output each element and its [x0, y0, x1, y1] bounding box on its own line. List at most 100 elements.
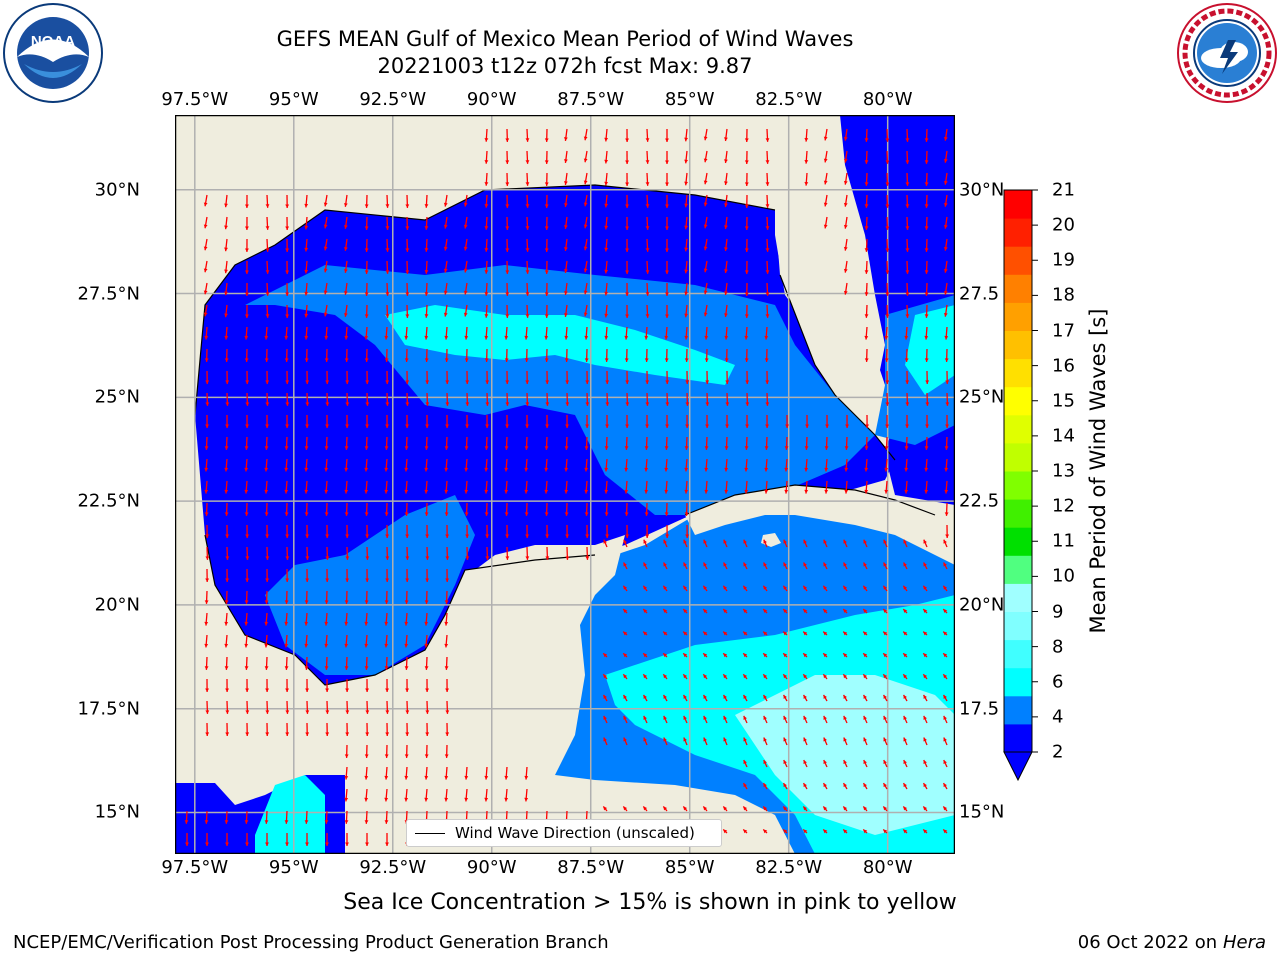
wind-wave-arrowhead: [305, 688, 309, 692]
wind-wave-arrowhead: [185, 842, 189, 846]
wind-wave-arrowhead: [763, 829, 768, 834]
wind-wave-arrowhead: [323, 224, 328, 229]
wind-wave-arrowhead: [365, 380, 370, 384]
wind-wave-arrowhead: [404, 775, 409, 780]
wind-wave-arrowhead: [484, 138, 489, 142]
wind-wave-arrowhead: [244, 358, 249, 362]
wind-wave-arrowhead: [905, 292, 910, 296]
wind-wave-arrowhead: [783, 562, 787, 567]
wind-wave-arrowhead: [305, 732, 310, 736]
wind-wave-arrowhead: [405, 424, 409, 428]
nws-logo: [1177, 3, 1277, 103]
wind-wave-arrowhead: [563, 137, 568, 141]
wind-wave-arrowhead: [405, 204, 410, 208]
wind-wave-arrowhead: [444, 666, 449, 670]
wind-wave-arrowhead: [404, 797, 409, 802]
wind-wave-arrowhead: [544, 467, 549, 472]
wind-wave-arrowhead: [244, 643, 249, 648]
wind-wave-arrowhead: [723, 806, 728, 811]
wind-wave-arrowhead: [803, 737, 807, 742]
wind-wave-arrowhead: [224, 269, 228, 274]
wind-wave-arrowhead: [603, 806, 608, 811]
wind-wave-arrowhead: [703, 158, 708, 163]
wind-wave-arrowhead: [645, 292, 650, 296]
wind-wave-arrowhead: [365, 710, 370, 714]
colorbar-segment: [1004, 302, 1032, 331]
wind-wave-arrowhead: [944, 489, 949, 494]
wind-wave-arrowhead: [823, 653, 828, 658]
wind-wave-arrowhead: [683, 562, 687, 567]
wind-wave-arrowhead: [803, 806, 808, 811]
wind-wave-arrowhead: [924, 226, 929, 230]
wind-wave-arrowhead: [345, 842, 349, 846]
wind-wave-arrowhead: [525, 402, 530, 406]
wind-wave-arrowhead: [723, 829, 728, 834]
wind-wave-arrowhead: [665, 182, 669, 186]
wind-wave-arrowhead: [265, 270, 270, 274]
wind-wave-arrowhead: [703, 737, 707, 742]
wind-wave-arrowhead: [624, 467, 629, 472]
wind-wave-arrowhead: [325, 842, 329, 846]
wind-wave-arrowhead: [544, 270, 549, 274]
wind-wave-arrowhead: [665, 270, 669, 274]
colorbar-tick-label: 20: [1052, 214, 1075, 236]
wind-wave-arrowhead: [404, 600, 409, 604]
wind-wave-arrowhead: [885, 182, 890, 186]
wind-wave-arrowhead: [524, 358, 529, 362]
wind-wave-arrowhead: [625, 380, 630, 384]
wind-wave-arrowhead: [443, 290, 448, 295]
wind-wave-arrowhead: [245, 710, 250, 714]
colorbar-segment: [1004, 414, 1032, 444]
wind-wave-arrowhead: [524, 797, 529, 802]
wind-wave-arrowhead: [364, 358, 369, 362]
colorbar-tick-label: 19: [1052, 249, 1075, 271]
wind-wave-arrowhead: [325, 710, 330, 714]
wind-wave-arrowhead: [703, 585, 707, 590]
wind-wave-arrowhead: [245, 226, 249, 230]
wind-wave-arrowhead: [645, 138, 650, 142]
wind-wave-arrowhead: [643, 674, 648, 679]
wind-wave-arrowhead: [204, 512, 209, 516]
wind-wave-arrowhead: [544, 182, 549, 186]
wind-wave-arrowhead: [864, 292, 869, 296]
wind-wave-arrowhead: [525, 138, 530, 142]
wind-wave-arrowhead: [505, 248, 510, 252]
wind-wave-arrowhead: [384, 600, 389, 604]
wind-wave-arrowhead: [284, 666, 289, 670]
wind-wave-arrowhead: [265, 842, 269, 846]
wind-wave-arrowhead: [444, 754, 449, 758]
wind-wave-arrowhead: [505, 380, 510, 384]
wind-wave-arrowhead: [664, 446, 669, 450]
wind-wave-arrowhead: [684, 159, 688, 164]
colorbar-segment: [1004, 583, 1032, 612]
wind-wave-arrowhead: [924, 204, 929, 208]
wind-wave-arrowhead: [623, 737, 627, 742]
colorbar-segment: [1004, 611, 1032, 641]
wind-wave-arrowhead: [925, 380, 930, 384]
wind-wave-arrowhead: [245, 556, 250, 560]
wind-wave-arrowhead: [644, 335, 649, 340]
wind-wave-arrowhead: [465, 380, 470, 384]
wind-wave-arrowhead: [724, 313, 728, 318]
wind-wave-arrowhead: [743, 715, 747, 720]
wind-wave-arrowhead: [444, 512, 449, 516]
wind-wave-arrowhead: [765, 226, 770, 230]
wind-wave-arrowhead: [945, 402, 950, 406]
wind-wave-arrowhead: [725, 402, 730, 406]
wind-wave-arrowhead: [843, 539, 847, 544]
wind-wave-arrowhead: [824, 467, 829, 472]
wind-wave-arrowhead: [203, 246, 208, 251]
wind-wave-arrowhead: [645, 248, 650, 252]
wind-wave-arrowhead: [305, 402, 310, 406]
longitude-label-top: 92.5°W: [359, 89, 427, 110]
wind-wave-arrowhead: [584, 335, 589, 340]
wind-wave-arrowhead: [744, 358, 749, 362]
wind-wave-arrowhead: [405, 248, 410, 252]
wind-wave-arrowhead: [464, 797, 469, 802]
wind-wave-arrowhead: [765, 314, 770, 318]
latitude-label-right: 20°N: [959, 594, 1005, 616]
wind-wave-arrowhead: [624, 358, 629, 362]
wind-wave-arrowhead: [265, 226, 270, 230]
wind-wave-arrowhead: [284, 489, 289, 494]
wind-wave-arrowhead: [783, 783, 787, 788]
